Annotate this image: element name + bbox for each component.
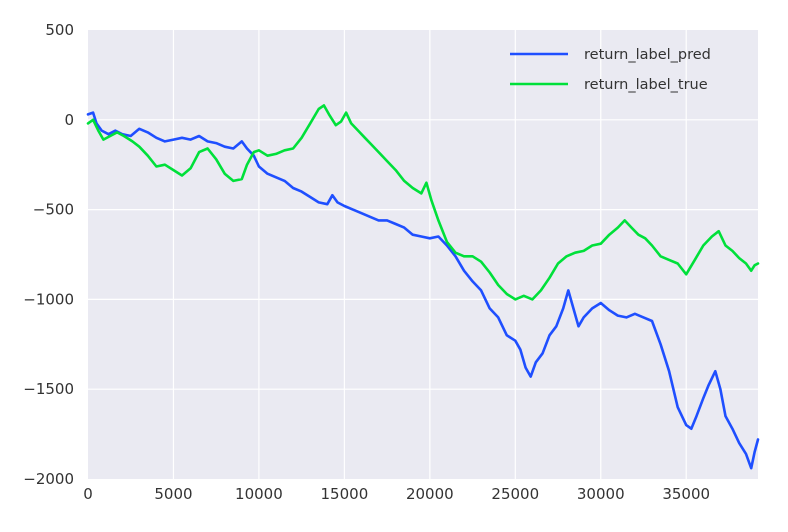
plot-background	[88, 30, 758, 479]
y-axis-ticks: 500 0 −500 −1000 −1500 −2000	[23, 21, 74, 488]
y-tick-label: −2000	[23, 470, 74, 488]
x-axis-ticks: 0 5000 10000 15000 20000 25000 30000 35000	[83, 485, 710, 503]
series-line-return-label-true	[86, 104, 760, 301]
x-tick-label: 5000	[154, 485, 192, 503]
legend: return_label_pred return_label_true	[510, 47, 711, 93]
grid-lines	[88, 30, 758, 479]
series-line-return-label-pred	[86, 111, 760, 470]
x-tick-label: 0	[83, 485, 93, 503]
x-tick-label: 20000	[406, 485, 454, 503]
y-tick-label: −1000	[23, 290, 74, 308]
x-tick-label: 10000	[235, 485, 283, 503]
y-tick-label: −500	[33, 201, 74, 219]
legend-label: return_label_pred	[584, 47, 711, 63]
y-tick-label: 500	[45, 21, 74, 39]
y-tick-label: 0	[64, 111, 74, 129]
legend-label: return_label_true	[584, 77, 708, 93]
y-tick-label: −1500	[23, 380, 74, 398]
x-tick-label: 25000	[491, 485, 539, 503]
series-layer	[86, 104, 760, 470]
x-tick-label: 35000	[662, 485, 710, 503]
x-tick-label: 30000	[577, 485, 625, 503]
x-tick-label: 15000	[321, 485, 369, 503]
